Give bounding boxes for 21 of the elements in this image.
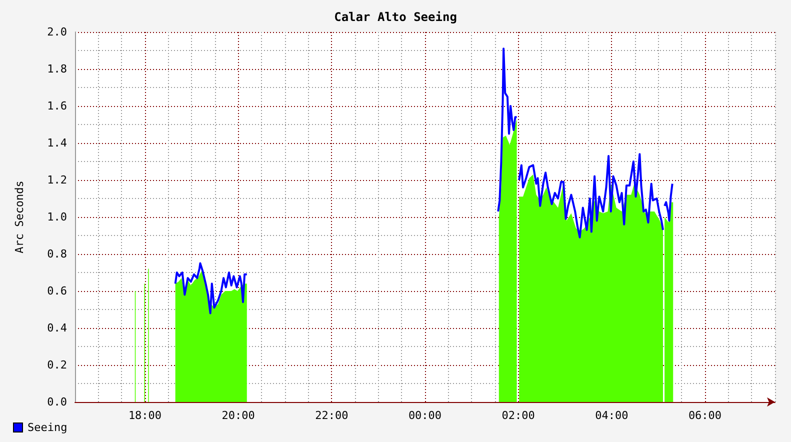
- x-tick-label: 20:00: [222, 409, 255, 422]
- x-tick-label: 00:00: [408, 409, 442, 422]
- y-tick-label: 0.4: [47, 322, 68, 334]
- legend-label: Seeing: [28, 421, 68, 434]
- y-tick-label: 2.0: [47, 26, 67, 38]
- x-tick-label: 04:00: [595, 409, 628, 422]
- x-tick-label: 02:00: [502, 409, 535, 422]
- x-tick-label: 18:00: [128, 409, 162, 422]
- y-tick-label: 1.2: [47, 174, 67, 186]
- x-tick-label: 22:00: [315, 409, 348, 422]
- y-tick-label: 0.0: [47, 396, 67, 408]
- chart-title: Calar Alto Seeing: [334, 10, 457, 24]
- y-tick-label: 1.8: [47, 62, 67, 76]
- y-tick-label: 1.6: [47, 100, 67, 112]
- y-tick-label: 1.4: [47, 136, 68, 150]
- y-tick-label: 0.6: [47, 284, 67, 298]
- y-tick-label: 0.2: [47, 358, 67, 372]
- y-tick-label: 1.0: [47, 210, 67, 224]
- y-tick-label: 0.8: [47, 248, 67, 260]
- y-axis-title: Arc Seconds: [13, 180, 26, 254]
- x-tick-label: 06:00: [688, 409, 722, 422]
